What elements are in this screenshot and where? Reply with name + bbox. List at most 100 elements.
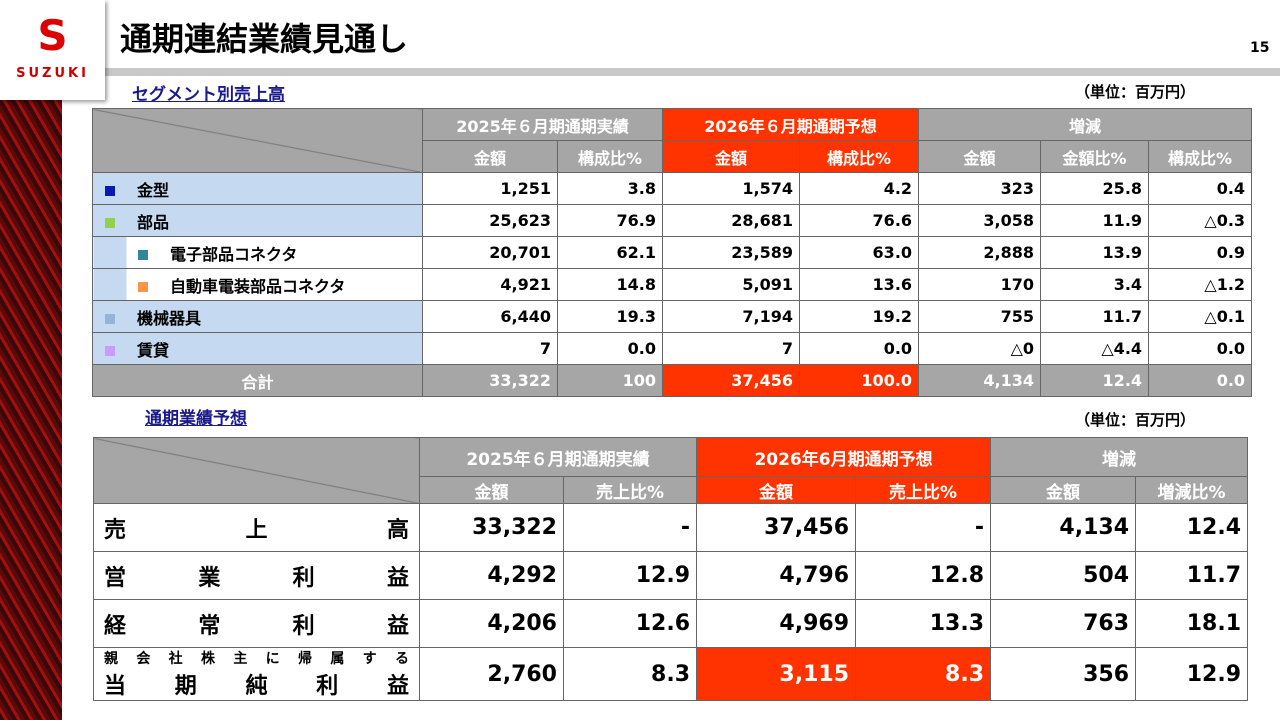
row-label: 電子部品コネクタ [92,236,423,269]
table-row: 売上高 33,322-37,456-4,134 12.4 [93,503,1249,552]
value-cell: 14.8 [556,268,664,301]
title-divider [105,68,1280,76]
value-cell: 323 [918,172,1042,205]
value-cell: 18.1 [1135,599,1249,648]
legend-square-icon [105,218,115,228]
value-cell: △0.1 [1148,300,1253,333]
legend-square-icon [105,186,115,196]
value-cell: 0.9 [1148,236,1253,269]
value-cell: 13.3 [855,599,992,648]
corner-cell [93,437,420,504]
value-cell: 25.8 [1040,172,1150,205]
value-cell: 63.0 [799,236,920,269]
value-cell: 3,115 [696,647,857,701]
segment-unit: （単位：百万円） [1075,83,1196,101]
value-cell: 5,091 [662,268,801,301]
value-cell: △0.3 [1148,204,1253,237]
row-label-text: 部品 [137,212,170,232]
total-value: 0.0 [1148,364,1253,397]
value-cell: 504 [990,551,1137,600]
value-cell: 76.6 [799,204,920,237]
value-cell: 2,760 [419,647,564,701]
value-cell: 0.0 [1148,332,1253,365]
row-label: 部品 [92,204,423,237]
total-value: 12.4 [1040,364,1150,397]
row-label: 金型 [92,172,423,205]
legend-square-icon [105,346,115,356]
subheader-row: 金額 売上比% 金額 売上比% 金額 増減比% [94,476,1249,504]
row-label-text: 売上高 [104,517,409,543]
value-cell: 0.4 [1148,172,1253,205]
value-cell: 76.9 [556,204,664,237]
column-header: 金額 [662,140,801,173]
value-cell: 356 [990,647,1137,701]
total-label: 合計 [92,364,423,397]
total-value: 37,456 [662,364,801,397]
value-cell: 2,888 [918,236,1042,269]
value-cell: 13.6 [799,268,920,301]
table-row: 部品 25,623 76.9 28,681 76.6 3,058 11.9 △0.3 [92,204,1253,237]
row-label: 機械器具 [92,300,423,333]
forecast-unit: （単位：百万円） [1075,411,1196,429]
value-cell: 19.3 [556,300,664,333]
group-header: 2026年6月期通期予想 [696,437,992,477]
legend-square-icon [138,282,148,292]
value-cell: 0.0 [556,332,664,365]
value-cell: 4.2 [799,172,920,205]
corner-cell [92,108,423,173]
group-header: 2025年６月期通期実績 [421,108,664,141]
value-cell: 11.9 [1040,204,1150,237]
value-cell: 12.9 [1135,647,1249,701]
row-label-top: 親会社株主に帰属する [104,651,409,667]
value-cell: △4.4 [1040,332,1150,365]
value-cell: - [855,503,992,552]
row-label-text: 当期純利益 [104,674,409,699]
value-cell: 11.7 [1040,300,1150,333]
header-row: 2025年６月期通期実績 2026年6月期通期予想 増減 [93,437,1249,504]
legend-square-icon [138,250,148,260]
value-cell: 7 [422,332,558,365]
group-header: 2025年６月期通期実績 [418,437,698,477]
column-header: 売上比% [855,476,992,504]
row-label: 自動車電装部品コネクタ [92,268,423,301]
value-cell: 0.0 [799,332,920,365]
total-value: 100.0 [799,364,920,397]
row-label-text: 営業利益 [104,565,409,591]
value-cell: 3.8 [556,172,664,205]
segment-sales-table: 2025年６月期通期実績 2026年６月期通期予想 増減 金額 構成比% 金額 構成比% 金額… [92,108,1253,397]
legend-square-icon [105,314,115,324]
value-cell: 20,701 [422,236,558,269]
value-cell: △0 [918,332,1042,365]
value-cell: 62.1 [556,236,664,269]
column-header: 金額 [422,140,558,173]
column-header: 構成比% [1148,140,1253,173]
value-cell: 33,322 [419,503,564,552]
column-header: 金額 [918,140,1042,173]
forecast-table: 2025年６月期通期実績 2026年6月期通期予想 増減 金額 売上比% 金額 売上比% 金額… [93,437,1249,701]
row-label: 売上高 [93,503,420,552]
value-cell: 28,681 [662,204,801,237]
value-cell: 12.4 [1135,503,1249,552]
page-number: 15 [1250,40,1270,56]
table-row: 自動車電装部品コネクタ 4,921 14.8 5,091 13.6 170 3.4 △1.2 [92,268,1253,301]
value-cell: 4,292 [419,551,564,600]
row-label: 経常利益 [93,599,420,648]
value-cell: 4,206 [419,599,564,648]
table-row: 親会社株主に帰属する 当期純利益 2,760 8.3 3,115 8.3 356 12.9 [93,647,1249,701]
total-value: 33,322 [422,364,558,397]
logo-text: SUZUKI [16,66,89,81]
column-header: 構成比% [556,140,664,173]
row-label-text: 金型 [137,180,170,200]
value-cell: 19.2 [799,300,920,333]
suzuki-logo: S SUZUKI [0,0,105,100]
row-label-text: 経常利益 [104,613,409,639]
table-row: 機械器具 6,440 19.3 7,194 19.2 755 11.7 △0.1 [92,300,1253,333]
row-label: 賃貸 [92,332,423,365]
value-cell: 6,440 [422,300,558,333]
group-header: 増減 [990,437,1249,477]
total-row: 合計 33,322 100 37,456 100.0 4,134 12.4 0.0 [92,364,1253,397]
header-row: 2025年６月期通期実績 2026年６月期通期予想 増減 [92,108,1253,173]
value-cell: 12.8 [855,551,992,600]
group-header: 2026年６月期通期予想 [662,108,920,141]
value-cell: 4,969 [696,599,857,648]
